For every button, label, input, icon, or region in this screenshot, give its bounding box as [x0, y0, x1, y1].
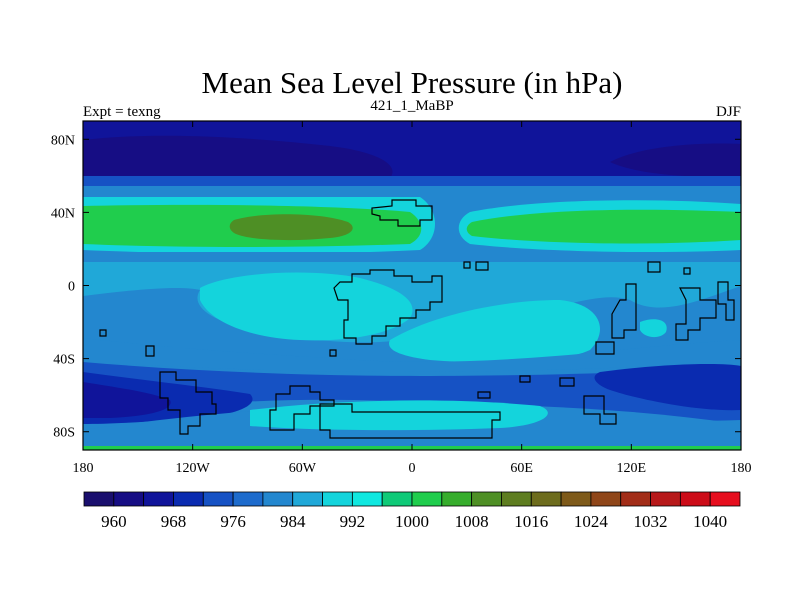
arctic-low-west — [83, 135, 393, 182]
coastline-tropical-west — [333, 269, 443, 345]
y-axis: 80N 40N 0 40S 80S — [51, 133, 741, 441]
colorbar-label: 992 — [340, 512, 366, 531]
coastline-antarctica — [319, 403, 501, 439]
y-tick-label: 40N — [51, 206, 75, 221]
colorbar-swatch — [381, 491, 413, 507]
colorbar-label: 968 — [161, 512, 187, 531]
colorbar-label: 1000 — [395, 512, 429, 531]
x-tick-label: 60E — [510, 461, 533, 476]
x-tick-label: 120E — [617, 461, 647, 476]
colorbar-swatch — [173, 491, 204, 507]
colorbar-label: 1016 — [514, 512, 548, 531]
coastline-south-atlantic — [269, 385, 335, 431]
y-tick-label: 80S — [53, 426, 75, 441]
subtropical-high-core — [229, 214, 353, 241]
colorbar-label: 1040 — [693, 512, 727, 531]
colorbar: 960 968 976 984 992 1000 1008 1016 1024 1032 1040 — [83, 491, 741, 531]
x-tick-label: 180 — [731, 461, 752, 476]
colorbar-label: 960 — [101, 512, 127, 531]
arctic-low-east — [610, 143, 741, 177]
coastline-islands-2 — [463, 261, 489, 271]
tropics-pale-west — [200, 272, 413, 341]
y-tick-label: 40S — [53, 353, 75, 368]
colorbar-swatch — [202, 491, 234, 507]
coastline-south-pacific — [595, 281, 735, 355]
subtropical-high-east-green — [466, 209, 741, 244]
colorbar-swatch — [232, 491, 264, 507]
coastline-tropical-east — [611, 283, 637, 339]
x-tick-label: 120W — [176, 461, 211, 476]
coastline-south-islands — [477, 375, 617, 425]
colorbar-label: 1032 — [634, 512, 668, 531]
coastline-east-islands — [647, 261, 717, 341]
coastline-southwest — [99, 329, 217, 435]
run-label: 421_1_MaBP — [370, 98, 453, 114]
colorbar-swatch — [530, 491, 562, 507]
southern-ocean-low-west — [83, 382, 171, 418]
colorbar-swatch — [560, 491, 592, 507]
colorbar-swatch — [501, 491, 532, 507]
colorbar-swatch — [679, 491, 711, 507]
tropics-pale-east — [389, 300, 600, 363]
colorbar-swatch — [590, 491, 622, 507]
north-midlat-band-2 — [83, 186, 741, 197]
x-tick-label: 0 — [409, 461, 416, 476]
season-label: DJF — [716, 104, 741, 120]
colorbar-swatch — [650, 491, 681, 507]
coastline-island-1 — [329, 349, 337, 357]
southern-ocean-low-east — [594, 364, 741, 411]
colorbar-swatch — [113, 491, 145, 507]
coastline-north — [371, 199, 433, 227]
colorbar-swatch — [709, 491, 741, 507]
colorbar-label: 976 — [220, 512, 246, 531]
colorbar-swatch — [411, 491, 443, 507]
y-tick-label: 0 — [68, 280, 75, 295]
antarctic-cyan — [250, 400, 548, 431]
pacific-east-cyan — [640, 319, 667, 338]
southern-subtropics — [83, 338, 741, 372]
colorbar-swatch — [292, 491, 323, 507]
colorbar-label: 984 — [280, 512, 306, 531]
colorbar-swatch — [351, 491, 383, 507]
colorbar-label: 1008 — [455, 512, 489, 531]
colorbar-swatch — [620, 491, 651, 507]
colorbar-swatch — [262, 491, 294, 507]
colorbar-swatch — [471, 491, 502, 507]
y-tick-label: 80N — [51, 133, 75, 148]
coastlines — [99, 199, 735, 439]
x-tick-label: 60W — [289, 461, 317, 476]
pressure-map — [83, 121, 741, 450]
colorbar-swatch — [143, 491, 174, 507]
southern-ocean-belt — [83, 362, 741, 421]
x-axis: 180 120W 60W 0 60E 120E 180 — [73, 121, 752, 476]
x-tick-label: 180 — [73, 461, 94, 476]
experiment-label: Expt = texng — [83, 104, 161, 120]
tropics-band — [83, 252, 741, 262]
colorbar-swatch — [322, 491, 353, 507]
colorbar-swatch — [83, 491, 115, 507]
chart-title: Mean Sea Level Pressure (in hPa) — [202, 65, 623, 100]
colorbar-swatch — [441, 491, 473, 507]
colorbar-label: 1024 — [574, 512, 609, 531]
